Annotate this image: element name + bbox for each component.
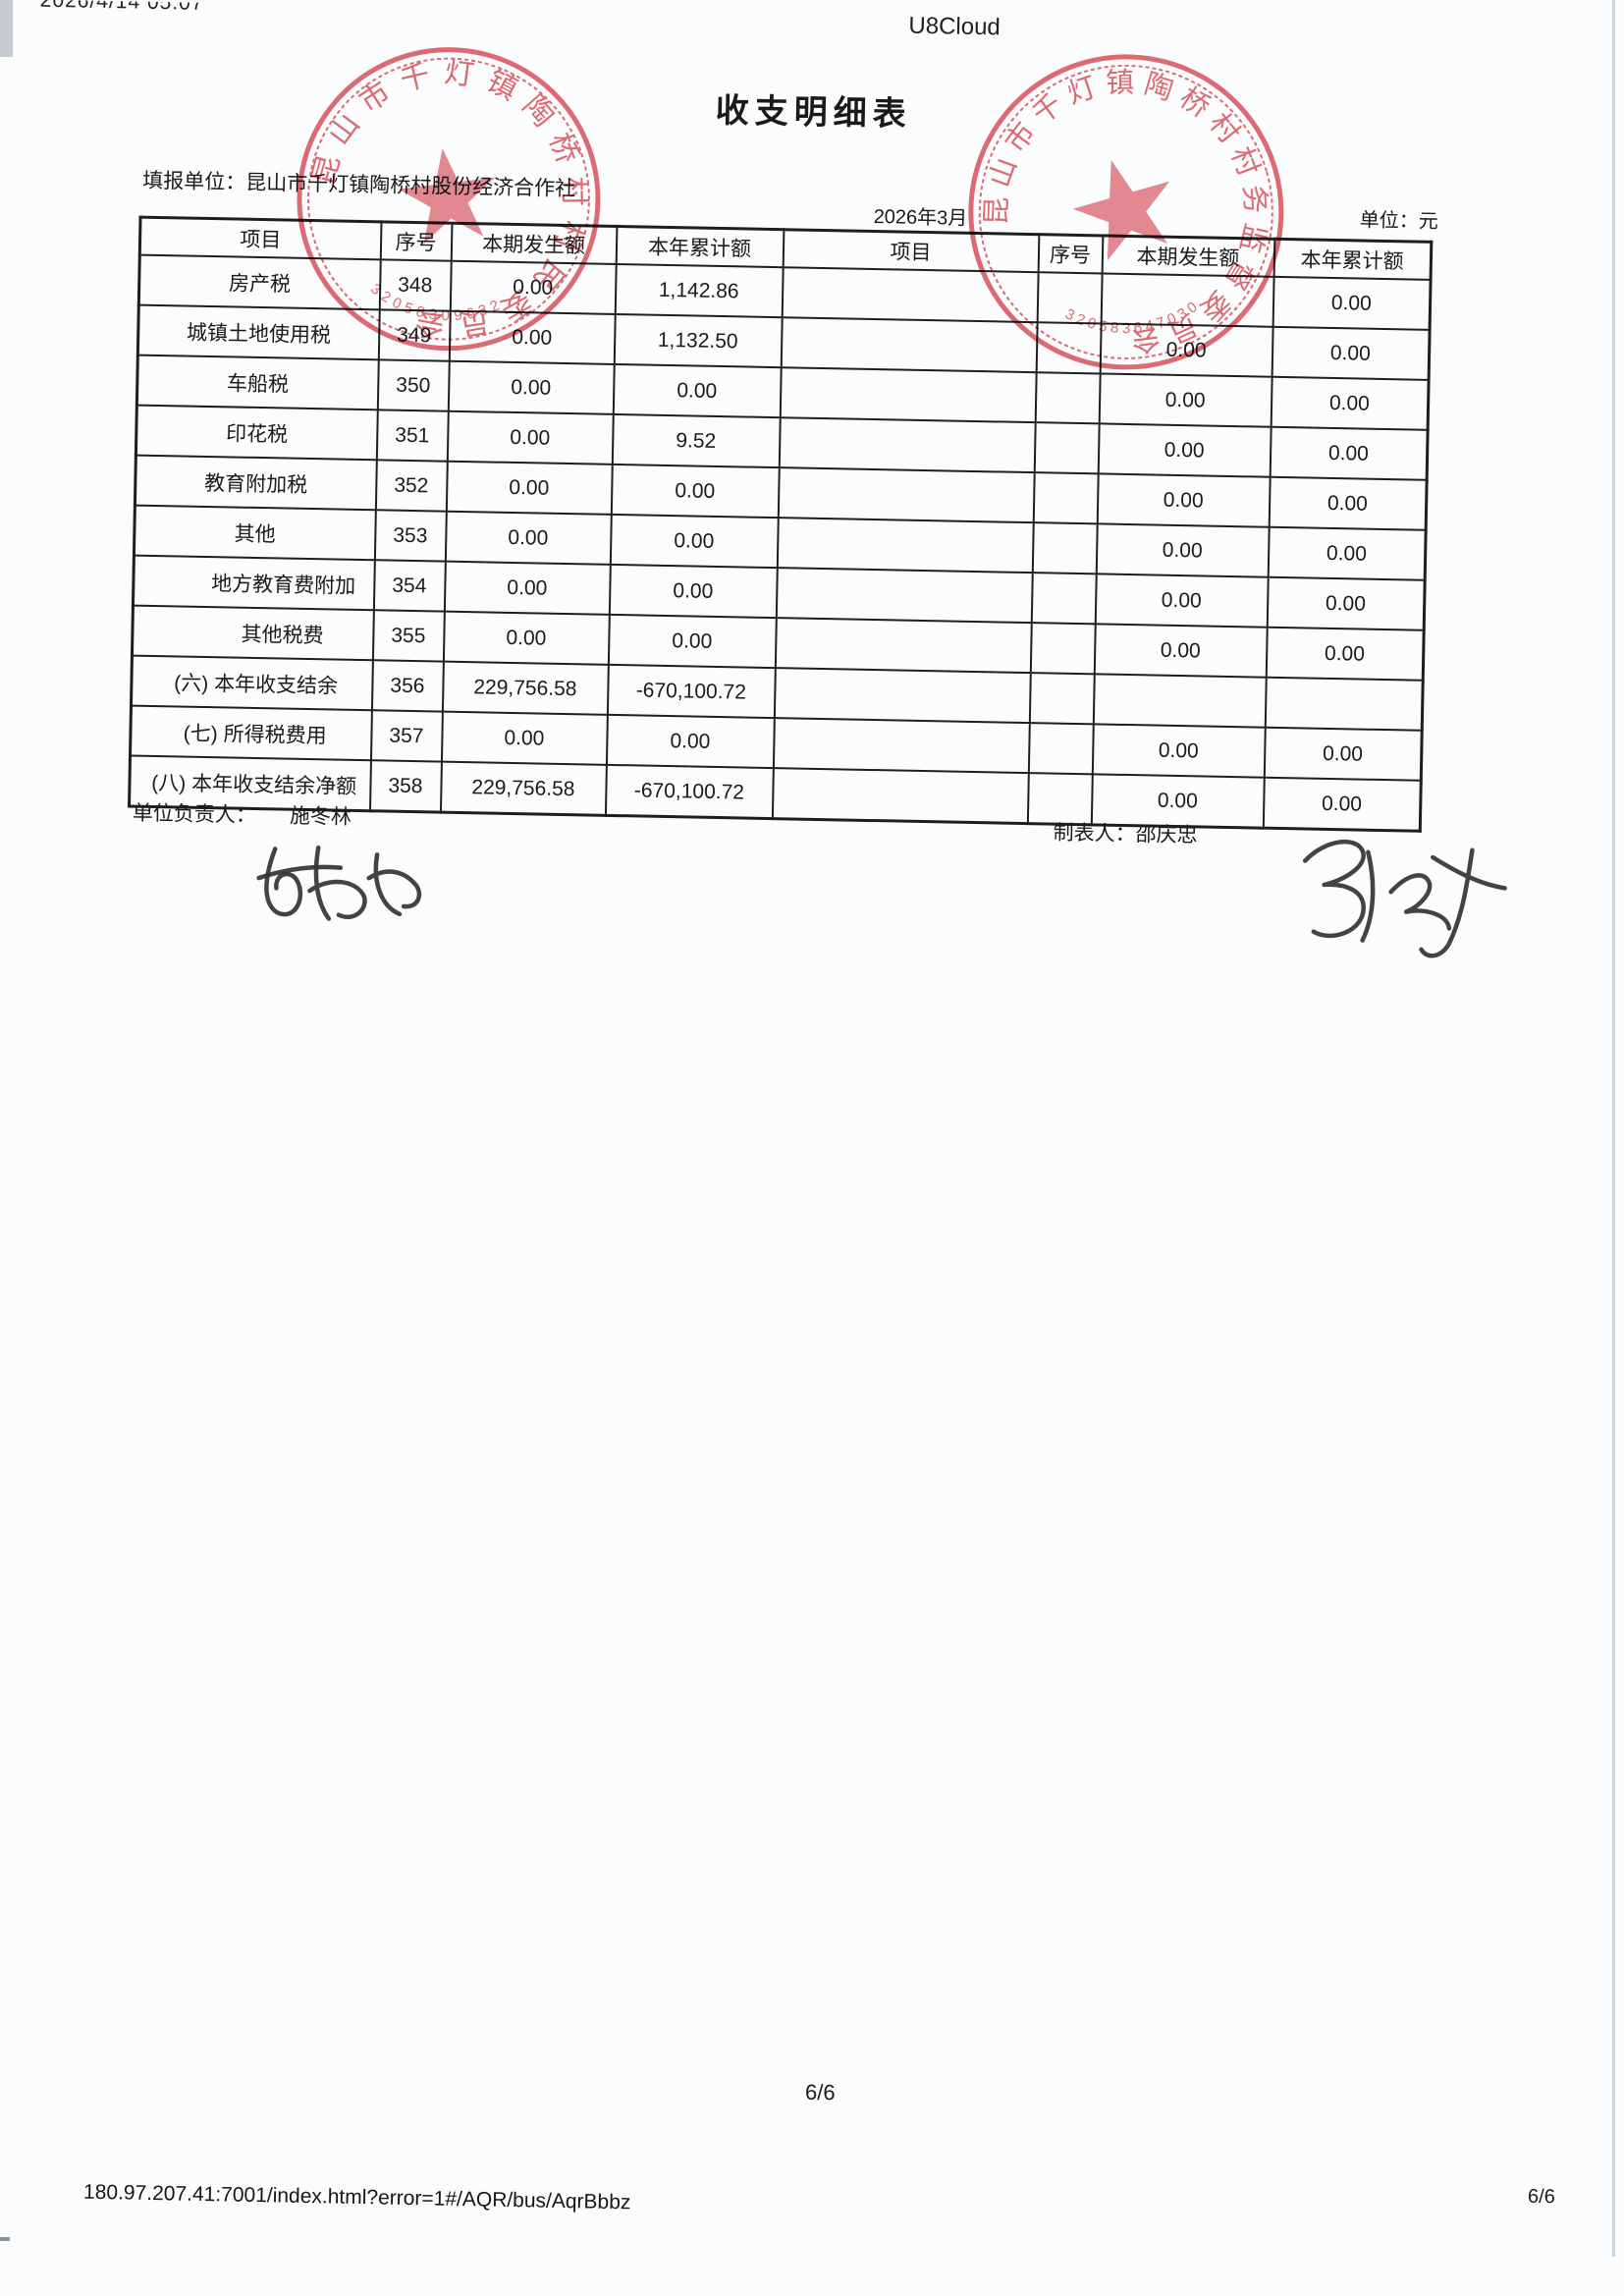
cell-item-2 bbox=[774, 668, 1031, 724]
preparer-line: 制表人：邵庆忠 bbox=[1053, 817, 1198, 849]
page-number-bottom: 6/6 bbox=[1527, 2185, 1556, 2209]
cell-item: 教育附加税 bbox=[135, 455, 377, 511]
cell-no: 357 bbox=[370, 710, 443, 762]
cell-item-2 bbox=[779, 417, 1036, 473]
cell-ytd: 1,132.50 bbox=[614, 313, 783, 368]
responsible-label: 单位负责人： bbox=[132, 801, 257, 827]
cell-current: 0.00 bbox=[445, 511, 612, 565]
cell-item-2 bbox=[778, 467, 1035, 523]
cell-ytd: 0.00 bbox=[609, 564, 778, 619]
cell-current-2: 0.00 bbox=[1092, 724, 1266, 778]
cell-current-2: 0.00 bbox=[1094, 624, 1268, 678]
cell-ytd: -670,100.72 bbox=[607, 664, 776, 719]
cell-ytd-2: 0.00 bbox=[1270, 426, 1429, 480]
page-number-center: 6/6 bbox=[804, 2079, 836, 2105]
cell-current: 0.00 bbox=[446, 461, 613, 515]
cell-ytd-2: 0.00 bbox=[1269, 476, 1428, 530]
app-name: U8Cloud bbox=[908, 12, 1001, 41]
scan-edge-right bbox=[1612, 0, 1615, 2257]
print-timestamp: 2026/4/14 05:07 bbox=[40, 0, 204, 16]
supervision-committee-stamp: 昆山市千灯镇陶桥村村务监督委员会 320583647030 bbox=[948, 31, 1307, 392]
print-timestamp-text: 2026/4/14 05:07 bbox=[39, 0, 204, 15]
cell-ytd: 0.00 bbox=[606, 714, 775, 769]
preparer-label: 制表人： bbox=[1053, 821, 1136, 847]
scan-edge-topleft bbox=[0, 0, 13, 57]
cell-item-2 bbox=[777, 518, 1034, 574]
responsible-person-line: 单位负责人： 施冬林 bbox=[133, 797, 352, 831]
cell-current: 0.00 bbox=[447, 410, 614, 465]
cell-ytd-2: 0.00 bbox=[1271, 376, 1430, 430]
cell-current-2: 0.00 bbox=[1096, 523, 1270, 577]
cell-no-2 bbox=[1030, 623, 1096, 675]
cell-no: 354 bbox=[373, 560, 446, 612]
cell-ytd-2: 0.00 bbox=[1266, 627, 1425, 681]
cell-current: 229,756.58 bbox=[442, 661, 609, 715]
cell-ytd: 0.00 bbox=[608, 614, 777, 669]
cell-item-2 bbox=[773, 718, 1030, 774]
cell-no: 356 bbox=[371, 660, 444, 712]
cell-ytd: 0.00 bbox=[610, 514, 779, 569]
cell-no: 355 bbox=[372, 610, 445, 662]
cell-item-2 bbox=[775, 618, 1032, 674]
cell-item-2 bbox=[780, 367, 1037, 423]
scan-edge-mark bbox=[0, 2237, 10, 2241]
cell-no-2 bbox=[1029, 673, 1095, 725]
cell-no-2 bbox=[1033, 472, 1099, 524]
cell-ytd-2 bbox=[1265, 677, 1424, 731]
cell-current: 0.00 bbox=[443, 611, 610, 665]
cell-no: 358 bbox=[369, 760, 442, 813]
cell-item-2 bbox=[776, 568, 1033, 624]
cell-current-2: 0.00 bbox=[1097, 473, 1271, 527]
cell-ytd: 9.52 bbox=[612, 413, 781, 468]
cell-current-2: 0.00 bbox=[1095, 574, 1269, 628]
unit-label: 单位：元 bbox=[1359, 209, 1438, 233]
cell-no-2 bbox=[1034, 422, 1100, 474]
stamp-star-icon bbox=[1072, 160, 1170, 261]
cell-no-2 bbox=[1028, 723, 1094, 775]
cell-ytd: 0.00 bbox=[613, 363, 782, 418]
cell-current: 0.00 bbox=[441, 711, 608, 765]
cell-ytd: -670,100.72 bbox=[605, 764, 774, 819]
cell-ytd-2: 0.00 bbox=[1268, 526, 1427, 580]
cell-current-2: 0.00 bbox=[1098, 423, 1272, 477]
cell-item: 其他 bbox=[134, 505, 376, 561]
col-header-ytd: 本年累计额 bbox=[616, 226, 784, 268]
cell-ytd-2: 0.00 bbox=[1264, 727, 1423, 781]
cell-current-2 bbox=[1093, 674, 1267, 728]
responsible-name: 施冬林 bbox=[289, 804, 352, 829]
cell-ytd: 0.00 bbox=[611, 464, 780, 519]
cell-item: (七) 所得税费用 bbox=[130, 705, 372, 761]
cell-no: 353 bbox=[374, 510, 447, 562]
cell-no-2 bbox=[1032, 522, 1098, 574]
filing-unit-label: 填报单位： bbox=[142, 169, 246, 194]
cell-no: 352 bbox=[375, 460, 448, 512]
cell-item: (六) 本年收支结余 bbox=[131, 655, 373, 711]
cell-current: 0.00 bbox=[448, 360, 615, 414]
preparer-name: 邵庆忠 bbox=[1135, 823, 1198, 847]
preparer-signature bbox=[1302, 839, 1507, 958]
cell-item: 地方教育费附加 bbox=[133, 555, 375, 611]
cell-no: 351 bbox=[376, 410, 449, 462]
cell-ytd-2: 0.00 bbox=[1267, 576, 1426, 630]
cell-current: 0.00 bbox=[444, 561, 611, 615]
cell-current: 229,756.58 bbox=[440, 761, 607, 816]
stamp-star-icon bbox=[398, 148, 496, 245]
cell-item-2 bbox=[772, 768, 1029, 824]
village-committee-stamp: 昆山市千灯镇陶桥村村民委员会 32058309632 bbox=[295, 40, 608, 356]
cell-no-2 bbox=[1031, 573, 1097, 625]
cell-item: 印花税 bbox=[135, 405, 378, 461]
cell-ytd: 1,142.86 bbox=[615, 263, 784, 318]
cell-item: 其他税费 bbox=[132, 605, 374, 661]
responsible-signature bbox=[256, 845, 422, 921]
